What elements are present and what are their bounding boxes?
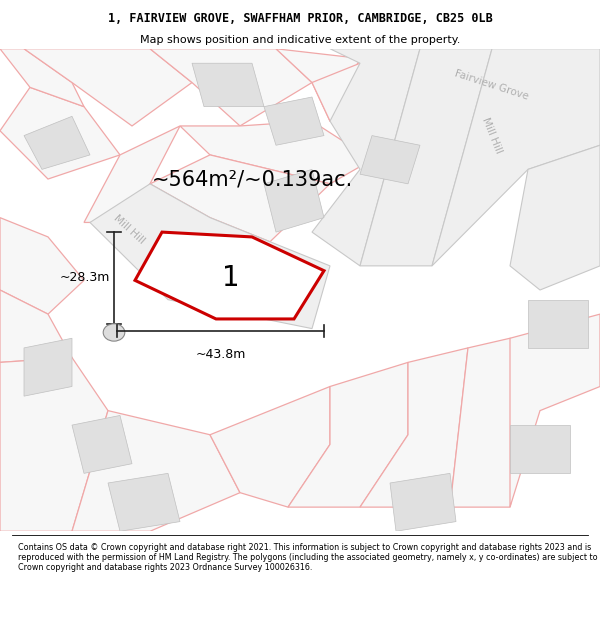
Polygon shape (510, 314, 600, 507)
Polygon shape (288, 362, 408, 507)
Polygon shape (0, 217, 84, 314)
Polygon shape (150, 155, 330, 242)
Polygon shape (510, 145, 600, 290)
Polygon shape (0, 49, 84, 107)
Text: Fairview Grove: Fairview Grove (454, 68, 530, 102)
Text: ~43.8m: ~43.8m (196, 348, 245, 361)
Polygon shape (450, 338, 540, 507)
Polygon shape (0, 88, 120, 179)
Polygon shape (0, 290, 72, 362)
Polygon shape (264, 169, 324, 232)
Circle shape (103, 324, 125, 341)
Text: 1, FAIRVIEW GROVE, SWAFFHAM PRIOR, CAMBRIDGE, CB25 0LB: 1, FAIRVIEW GROVE, SWAFFHAM PRIOR, CAMBR… (107, 12, 493, 25)
Text: Map shows position and indicative extent of the property.: Map shows position and indicative extent… (140, 35, 460, 45)
Polygon shape (72, 411, 240, 531)
Polygon shape (276, 49, 360, 121)
Polygon shape (312, 49, 420, 266)
Text: 1: 1 (222, 264, 240, 292)
Polygon shape (192, 63, 264, 107)
Polygon shape (150, 49, 312, 126)
Text: Contains OS data © Crown copyright and database right 2021. This information is : Contains OS data © Crown copyright and d… (18, 542, 598, 572)
Polygon shape (360, 136, 420, 184)
Polygon shape (0, 357, 108, 531)
Text: Mill Hill: Mill Hill (112, 213, 146, 246)
Text: Mill Hill: Mill Hill (480, 116, 504, 155)
Polygon shape (24, 49, 192, 126)
Text: Mill Hill: Mill Hill (211, 291, 251, 313)
Polygon shape (90, 184, 330, 329)
Polygon shape (210, 386, 330, 507)
Polygon shape (360, 49, 492, 266)
Polygon shape (108, 473, 180, 531)
Polygon shape (528, 299, 588, 348)
Polygon shape (432, 49, 600, 266)
Polygon shape (180, 121, 372, 184)
Polygon shape (72, 416, 132, 473)
Text: ~564m²/~0.139ac.: ~564m²/~0.139ac. (151, 169, 353, 189)
Polygon shape (510, 425, 570, 473)
Polygon shape (360, 348, 468, 507)
Polygon shape (390, 473, 456, 531)
Polygon shape (84, 126, 180, 222)
Text: ~28.3m: ~28.3m (60, 271, 110, 284)
Polygon shape (24, 116, 90, 169)
Polygon shape (264, 97, 324, 145)
Polygon shape (312, 63, 408, 121)
Polygon shape (135, 232, 324, 319)
Polygon shape (24, 338, 72, 396)
